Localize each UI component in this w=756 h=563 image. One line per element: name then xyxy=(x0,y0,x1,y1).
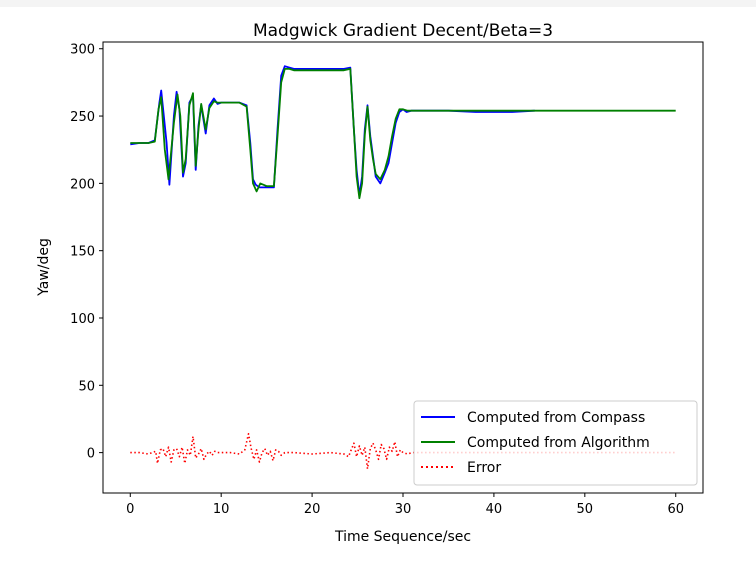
series-line-3 xyxy=(130,432,676,470)
x-tick-label: 10 xyxy=(213,502,230,517)
legend: Computed from Compass Computed from Algor… xyxy=(413,400,698,486)
plot-lines xyxy=(130,65,676,470)
x-tick-label: 60 xyxy=(667,502,684,517)
legend-box xyxy=(413,400,698,486)
y-tick-label: 100 xyxy=(70,312,95,327)
y-axis: 0 50 100 150 200 250 300 xyxy=(70,43,103,462)
legend-label: Computed from Compass xyxy=(467,410,645,426)
y-tick-label: 300 xyxy=(70,43,95,58)
legend-label: Computed from Algorithm xyxy=(467,435,650,451)
series-line-1 xyxy=(130,65,535,197)
x-tick-label: 30 xyxy=(395,502,412,517)
y-axis-label: Yaw/deg xyxy=(36,238,52,297)
x-axis-label: Time Sequence/sec xyxy=(334,529,471,545)
legend-label: Error xyxy=(467,460,501,476)
y-tick-label: 50 xyxy=(78,379,95,394)
y-tick-label: 150 xyxy=(70,245,95,260)
x-tick-label: 0 xyxy=(126,502,134,517)
chart-title: Madgwick Gradient Decent/Beta=3 xyxy=(253,21,553,41)
series-line-2 xyxy=(130,68,676,200)
window-top-strip xyxy=(0,0,756,7)
y-tick-label: 200 xyxy=(70,177,95,192)
x-tick-label: 50 xyxy=(577,502,594,517)
x-tick-label: 20 xyxy=(304,502,321,517)
y-tick-label: 250 xyxy=(70,110,95,125)
y-tick-label: 0 xyxy=(87,447,95,462)
x-axis: 0 10 20 30 40 50 60 xyxy=(126,493,684,517)
x-tick-label: 40 xyxy=(486,502,503,517)
legend-items: Computed from Compass Computed from Algor… xyxy=(421,410,650,476)
